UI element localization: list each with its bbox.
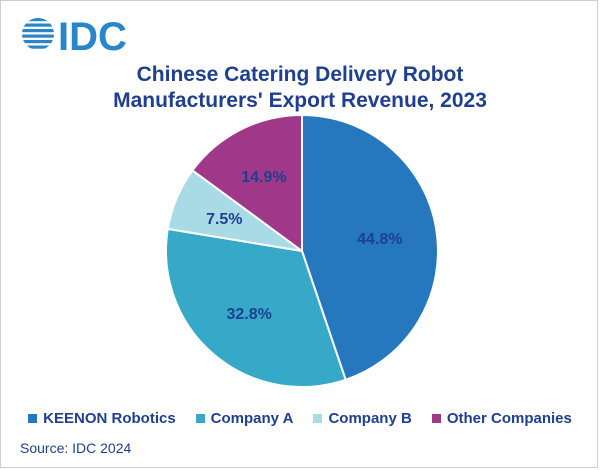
legend-item-company-b: Company B	[313, 410, 412, 427]
pie-slice-company-a	[165, 227, 347, 388]
legend-label: Other Companies	[446, 410, 572, 427]
legend-item-keenon: KEENON Robotics	[28, 410, 176, 427]
logo-text: IDC	[58, 15, 127, 56]
pie-slice-keenon-robotics	[301, 113, 439, 382]
pie-slice-other-companies	[191, 113, 303, 253]
legend-swatch	[431, 414, 441, 423]
chart-title: Chinese Catering Delivery Robot Manufact…	[0, 62, 600, 114]
legend-swatch	[195, 414, 205, 423]
pie-data-label: 14.9%	[241, 169, 286, 186]
chart-title-line-1: Chinese Catering Delivery Robot	[136, 63, 464, 86]
pie-data-label: 44.8%	[357, 231, 402, 248]
pie-data-label: 32.8%	[227, 306, 272, 323]
legend-swatch	[28, 414, 38, 423]
source-note: Source: IDC 2024	[20, 440, 132, 456]
legend-label: Company A	[210, 410, 294, 427]
legend-item-other: Other Companies	[431, 410, 572, 427]
legend-item-company-a: Company A	[195, 410, 294, 427]
pie-data-label: 7.5%	[206, 211, 242, 228]
idc-logo: IDC	[16, 12, 136, 56]
legend-label: KEENON Robotics	[43, 410, 176, 427]
chart-title-line-2: Manufacturers' Export Revenue, 2023	[113, 89, 487, 112]
legend-label: Company B	[328, 410, 412, 427]
legend-swatch	[313, 414, 323, 423]
legend: KEENON Robotics Company A Company B Othe…	[0, 410, 600, 427]
